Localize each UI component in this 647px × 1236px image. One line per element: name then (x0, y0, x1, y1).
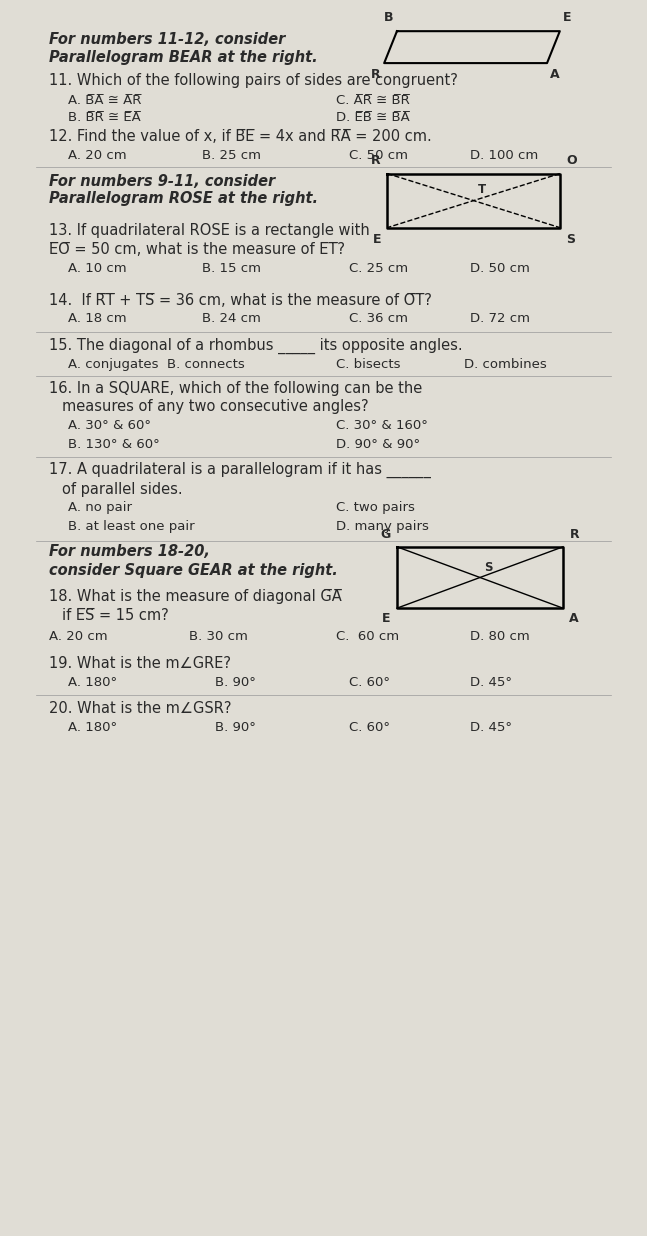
Text: A. B̅A̅ ≅ A̅R̅: A. B̅A̅ ≅ A̅R̅ (68, 94, 142, 106)
Text: A. 30° & 60°: A. 30° & 60° (68, 419, 151, 433)
Text: of parallel sides.: of parallel sides. (61, 482, 182, 497)
Text: 13. If quadrilateral ROSE is a rectangle with: 13. If quadrilateral ROSE is a rectangle… (49, 222, 369, 237)
Text: For numbers 9-11, consider: For numbers 9-11, consider (49, 173, 275, 189)
Text: A: A (569, 612, 579, 625)
Text: A. no pair: A. no pair (68, 502, 132, 514)
Text: B. 90°: B. 90° (215, 676, 256, 688)
Text: C. 30° & 160°: C. 30° & 160° (336, 419, 428, 433)
Text: consider Square GEAR at the right.: consider Square GEAR at the right. (49, 562, 338, 577)
Text: B: B (384, 11, 394, 23)
Text: measures of any two consecutive angles?: measures of any two consecutive angles? (61, 399, 368, 414)
Text: 17. A quadrilateral is a parallelogram if it has ______: 17. A quadrilateral is a parallelogram i… (49, 462, 431, 478)
Text: R: R (371, 154, 381, 167)
Text: D. 80 cm: D. 80 cm (470, 630, 530, 643)
Text: D. 50 cm: D. 50 cm (470, 262, 531, 274)
Text: C. A̅R̅ ≅ B̅R̅: C. A̅R̅ ≅ B̅R̅ (336, 94, 410, 106)
Text: S: S (566, 232, 575, 246)
Text: 20. What is the m∠GSR?: 20. What is the m∠GSR? (49, 702, 232, 717)
Text: D. combines: D. combines (464, 357, 547, 371)
Text: C. 25 cm: C. 25 cm (349, 262, 408, 274)
Text: A. 20 cm: A. 20 cm (49, 630, 107, 643)
Text: B. 15 cm: B. 15 cm (202, 262, 261, 274)
Text: C. two pairs: C. two pairs (336, 502, 415, 514)
Text: D. 72 cm: D. 72 cm (470, 313, 531, 325)
Text: R: R (371, 68, 381, 82)
Text: B. at least one pair: B. at least one pair (68, 520, 195, 533)
Text: if E̅S̅ = 15 cm?: if E̅S̅ = 15 cm? (61, 608, 168, 623)
Text: C. 60°: C. 60° (349, 721, 390, 734)
Text: B. 24 cm: B. 24 cm (202, 313, 261, 325)
Text: D. 90° & 90°: D. 90° & 90° (336, 438, 421, 451)
Text: 18. What is the measure of diagonal G̅A̅: 18. What is the measure of diagonal G̅A̅ (49, 588, 342, 603)
Text: 12. Find the value of x, if B̅E̅ = 4x and R̅A̅ = 200 cm.: 12. Find the value of x, if B̅E̅ = 4x an… (49, 130, 432, 145)
Text: B. 30 cm: B. 30 cm (190, 630, 248, 643)
Text: A. conjugates  B. connects: A. conjugates B. connects (68, 357, 245, 371)
Text: C. bisects: C. bisects (336, 357, 400, 371)
Text: C. 36 cm: C. 36 cm (349, 313, 408, 325)
Text: A. 18 cm: A. 18 cm (68, 313, 127, 325)
Text: 14.  If R̅T̅ + T̅S̅ = 36 cm, what is the measure of O̅T̅?: 14. If R̅T̅ + T̅S̅ = 36 cm, what is the … (49, 293, 432, 308)
Text: C.  60 cm: C. 60 cm (336, 630, 399, 643)
Text: D. many pairs: D. many pairs (336, 520, 429, 533)
Text: Parallelogram ROSE at the right.: Parallelogram ROSE at the right. (49, 190, 318, 205)
Text: A. 180°: A. 180° (68, 676, 117, 688)
Text: For numbers 18-20,: For numbers 18-20, (49, 544, 210, 560)
Text: B. 90°: B. 90° (215, 721, 256, 734)
Text: E: E (382, 612, 391, 625)
Text: B. B̅R̅ ≅ E̅A̅: B. B̅R̅ ≅ E̅A̅ (68, 111, 141, 124)
Text: E: E (373, 232, 381, 246)
Text: A. 20 cm: A. 20 cm (68, 150, 127, 162)
Text: D. E̅B̅ ≅ B̅A̅: D. E̅B̅ ≅ B̅A̅ (336, 111, 410, 124)
Text: S: S (485, 561, 493, 574)
Text: C. 50 cm: C. 50 cm (349, 150, 408, 162)
Text: G: G (380, 528, 391, 540)
Text: D. 100 cm: D. 100 cm (470, 150, 539, 162)
Text: O: O (566, 154, 577, 167)
Text: D. 45°: D. 45° (470, 676, 512, 688)
Text: 15. The diagonal of a rhombus _____ its opposite angles.: 15. The diagonal of a rhombus _____ its … (49, 339, 463, 355)
Text: D. 45°: D. 45° (470, 721, 512, 734)
Text: R: R (569, 528, 579, 540)
Text: A. 180°: A. 180° (68, 721, 117, 734)
Text: 11. Which of the following pairs of sides are congruent?: 11. Which of the following pairs of side… (49, 73, 457, 88)
Text: E̅O̅ = 50 cm, what is the measure of E̅T̅?: E̅O̅ = 50 cm, what is the measure of E̅T… (49, 242, 345, 257)
Text: C. 60°: C. 60° (349, 676, 390, 688)
Text: A: A (550, 68, 560, 82)
Text: B. 25 cm: B. 25 cm (202, 150, 261, 162)
Text: A. 10 cm: A. 10 cm (68, 262, 127, 274)
Text: Parallelogram BEAR at the right.: Parallelogram BEAR at the right. (49, 49, 318, 64)
Text: B. 130° & 60°: B. 130° & 60° (68, 438, 160, 451)
Text: 19. What is the m∠GRE?: 19. What is the m∠GRE? (49, 656, 231, 671)
Text: 16. In a SQUARE, which of the following can be the: 16. In a SQUARE, which of the following … (49, 381, 422, 396)
Text: T: T (478, 183, 486, 195)
Text: E: E (563, 11, 571, 23)
Text: For numbers 11-12, consider: For numbers 11-12, consider (49, 32, 285, 47)
